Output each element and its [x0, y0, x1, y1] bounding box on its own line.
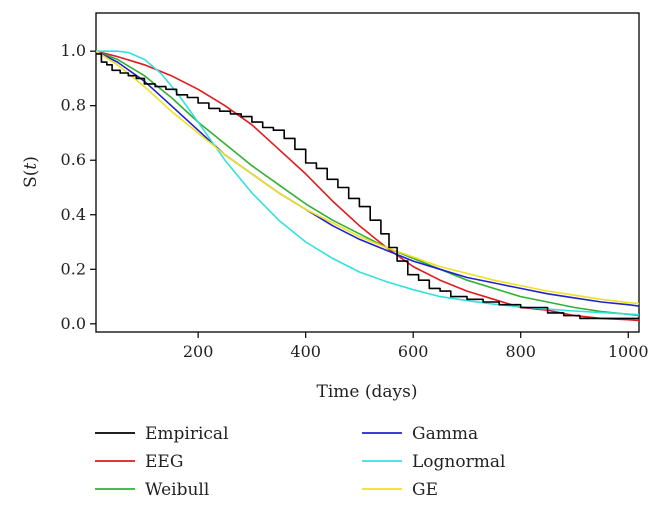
series-line-gamma: [95, 50, 640, 307]
legend-label-weibull: Weibull: [145, 480, 209, 500]
series-line-empirical: [96, 53, 639, 320]
y-tick-label: 0.0: [61, 314, 86, 333]
y-axis-label: S(t): [21, 156, 41, 188]
series-line-weibull: [95, 50, 640, 317]
legend: Empirical EEG Weibull Gamma Lognormal GE: [95, 424, 505, 500]
plot-frame: [95, 12, 640, 333]
y-tick-label: 0.6: [61, 150, 86, 169]
x-axis: 200 400 600 800 1000: [183, 332, 649, 361]
x-tick-label: 1000: [608, 342, 649, 361]
series-line-lognormal: [96, 50, 640, 316]
x-tick-label: 800: [505, 342, 536, 361]
y-tick-label: 0.8: [61, 96, 86, 115]
y-axis-label-prefix: S(: [21, 170, 41, 188]
series-line-ge: [95, 50, 640, 305]
legend-label-lognormal: Lognormal: [412, 452, 505, 472]
x-tick-label: 200: [183, 342, 214, 361]
y-axis: 0.0 0.2 0.4 0.6 0.8 1.0: [61, 41, 96, 333]
legend-label-ge: GE: [412, 480, 438, 500]
series-line-eeg: [95, 50, 640, 322]
x-axis-label: Time (days): [317, 382, 418, 402]
y-tick-label: 0.2: [61, 259, 86, 278]
y-axis-label-var: t: [21, 163, 41, 170]
legend-label-eeg: EEG: [145, 452, 183, 472]
y-axis-label-suffix: ): [21, 156, 41, 163]
y-tick-label: 1.0: [61, 41, 86, 60]
legend-label-empirical: Empirical: [145, 424, 229, 444]
x-tick-label: 600: [398, 342, 429, 361]
series-lines: [95, 50, 640, 322]
y-tick-label: 0.4: [61, 205, 86, 224]
x-tick-label: 400: [290, 342, 321, 361]
legend-label-gamma: Gamma: [412, 424, 478, 444]
